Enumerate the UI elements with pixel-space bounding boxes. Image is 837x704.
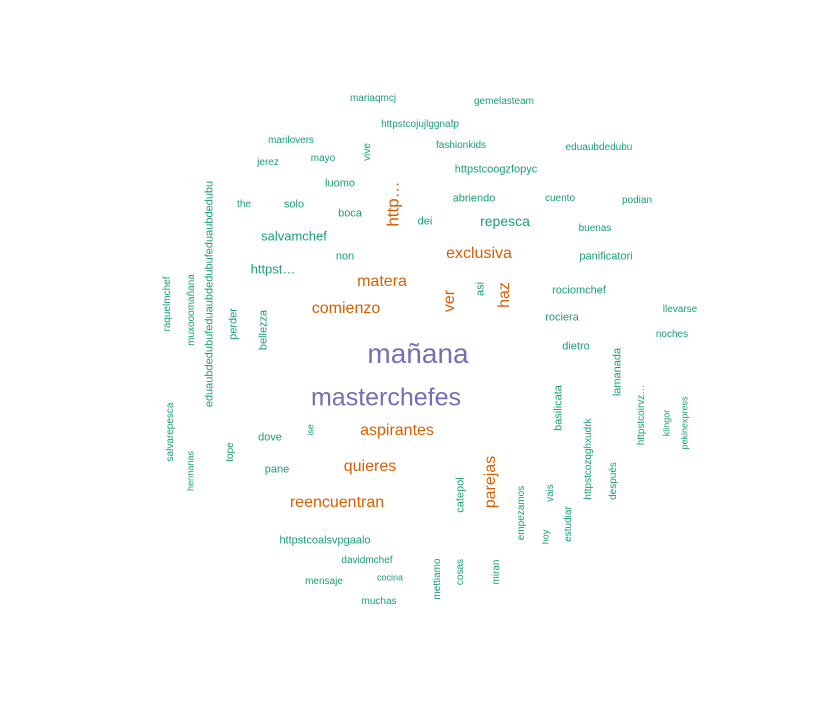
word: davidmchef <box>341 555 393 566</box>
word: perder <box>227 308 240 340</box>
word: comienzo <box>311 300 381 317</box>
word: miran <box>491 559 502 585</box>
word: tope <box>225 442 236 462</box>
word: eduaubdedubu <box>565 142 633 153</box>
word: httpstcoirvz… <box>636 384 647 446</box>
word: marilovers <box>267 135 315 146</box>
word: the <box>237 199 251 210</box>
word: fashionkids <box>435 140 487 151</box>
word: muchas <box>361 596 397 607</box>
word: boca <box>338 207 362 220</box>
word: noches <box>655 329 689 340</box>
word: rociera <box>545 311 579 324</box>
word: parejas <box>482 455 499 509</box>
word: matera <box>357 273 407 290</box>
word: dove <box>258 431 282 444</box>
word: asi <box>474 281 487 297</box>
word: solo <box>283 198 305 211</box>
word: mettiamo <box>432 558 443 600</box>
word: salvarepesca <box>165 402 176 462</box>
word: httpstcojujlggnafp <box>381 119 459 130</box>
word: ise <box>305 424 316 436</box>
word: después <box>608 462 619 500</box>
word: llevarse <box>662 304 698 315</box>
word: empezamos <box>516 485 527 541</box>
word: dei <box>417 215 433 228</box>
word: eduaubdedubufeduaubdedubufeduaubdedubu <box>203 180 216 408</box>
word: lamanada <box>611 347 624 397</box>
word: abriendo <box>452 192 496 205</box>
word: masterchefes <box>310 383 462 412</box>
word: panificatori <box>579 250 633 263</box>
word: rociomchef <box>552 284 606 297</box>
word: salvamchef <box>261 228 327 244</box>
word: cocina <box>376 572 404 583</box>
word: non <box>335 250 355 263</box>
word: quieres <box>343 458 397 475</box>
word: podian <box>621 195 653 206</box>
word: catepol <box>454 477 467 513</box>
word: reencuentran <box>289 494 385 511</box>
word: exclusiva <box>446 245 512 262</box>
word: jerez <box>257 157 279 168</box>
word: cuento <box>544 193 576 204</box>
word: luomo <box>325 177 355 190</box>
word: mayo <box>310 153 336 164</box>
word: basilicata <box>552 385 565 431</box>
word: httpstcoogzfopyc <box>454 163 538 176</box>
word: muxooomañana <box>186 274 197 346</box>
word: buenas <box>578 223 612 234</box>
word: cosas <box>455 558 466 586</box>
word: pekinexpress <box>679 396 690 450</box>
word: hoy <box>540 529 551 545</box>
word: httpstcozqghxudrk <box>583 418 594 500</box>
word: klingor <box>661 409 672 437</box>
word: raquelmchef <box>162 276 173 332</box>
word: mensaje <box>305 576 343 587</box>
word: vais <box>545 484 556 502</box>
word: httpst… <box>250 261 296 277</box>
word: gemelasteam <box>473 96 535 107</box>
word: hermanas <box>185 450 196 492</box>
word: haz <box>496 282 513 308</box>
word: pane <box>264 463 290 476</box>
word: ver <box>441 289 458 313</box>
word: estudiar <box>563 506 574 542</box>
word: dietro <box>562 340 590 353</box>
word: http… <box>383 181 403 227</box>
word: httpstcoalsvpgaalo <box>279 534 371 547</box>
word: repesca <box>480 213 530 229</box>
word: bellezza <box>257 309 270 351</box>
word: mariaqmcj <box>349 93 397 104</box>
word: aspirantes <box>360 422 434 439</box>
word: mañana <box>367 338 469 369</box>
word: vive <box>362 143 373 161</box>
